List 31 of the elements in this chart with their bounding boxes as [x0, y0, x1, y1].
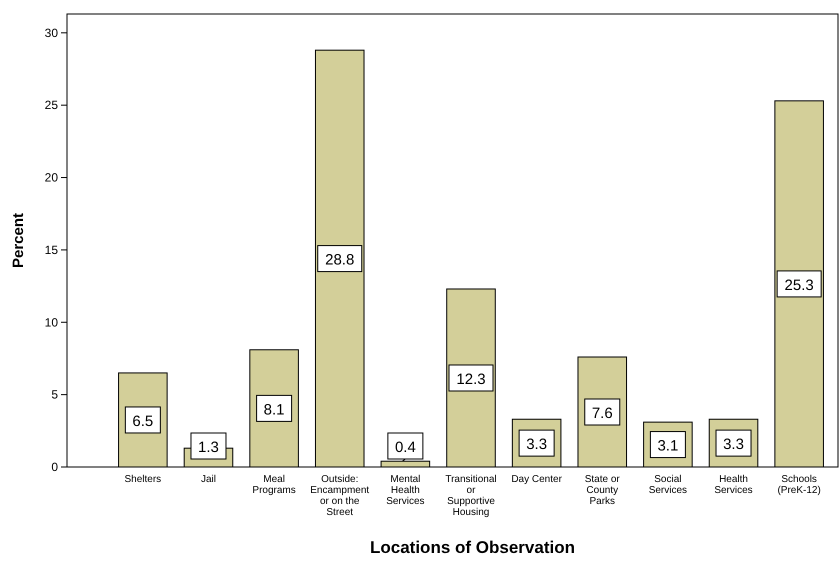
y-tick-label: 10: [44, 315, 58, 330]
data-label: 6.5: [132, 412, 154, 430]
x-tick-label: Transitional or Supportive Housing: [445, 474, 497, 518]
x-tick-label: Meal Programs: [252, 474, 296, 496]
x-tick-label: Outside: Encampment or on the Street: [310, 474, 370, 518]
x-axis-title: Locations of Observation: [370, 538, 575, 557]
data-label: 0.4: [394, 439, 416, 456]
x-tick-label: Schools (PreK-12): [777, 474, 821, 496]
y-tick-label: 0: [51, 460, 58, 474]
data-label: 28.8: [325, 252, 354, 269]
x-tick-label: Social Services: [648, 474, 688, 496]
y-axis-title: Percent: [10, 212, 27, 268]
data-label: 1.3: [198, 439, 219, 456]
x-tick-label: Mental Health Services: [386, 474, 425, 507]
data-label: 12.3: [456, 370, 486, 388]
data-label: 25.3: [784, 276, 814, 294]
y-tick-label: 5: [51, 388, 58, 402]
y-tick-label: 30: [44, 26, 58, 40]
data-label: 3.3: [723, 436, 744, 454]
y-tick-label: 25: [44, 98, 58, 112]
x-tick-label: Health Services: [714, 474, 753, 496]
data-label: 7.6: [592, 405, 613, 422]
x-tick-label: Jail: [200, 474, 216, 485]
y-tick-label: 20: [44, 170, 58, 185]
x-tick-label: Shelters: [124, 474, 162, 485]
x-tick-label: State or County Parks: [584, 474, 620, 507]
x-tick-label: Day Center: [511, 474, 563, 485]
data-label: 3.3: [526, 436, 548, 454]
data-label: 8.1: [264, 401, 285, 418]
data-label: 3.1: [657, 438, 678, 455]
y-tick-label: 15: [44, 242, 58, 257]
